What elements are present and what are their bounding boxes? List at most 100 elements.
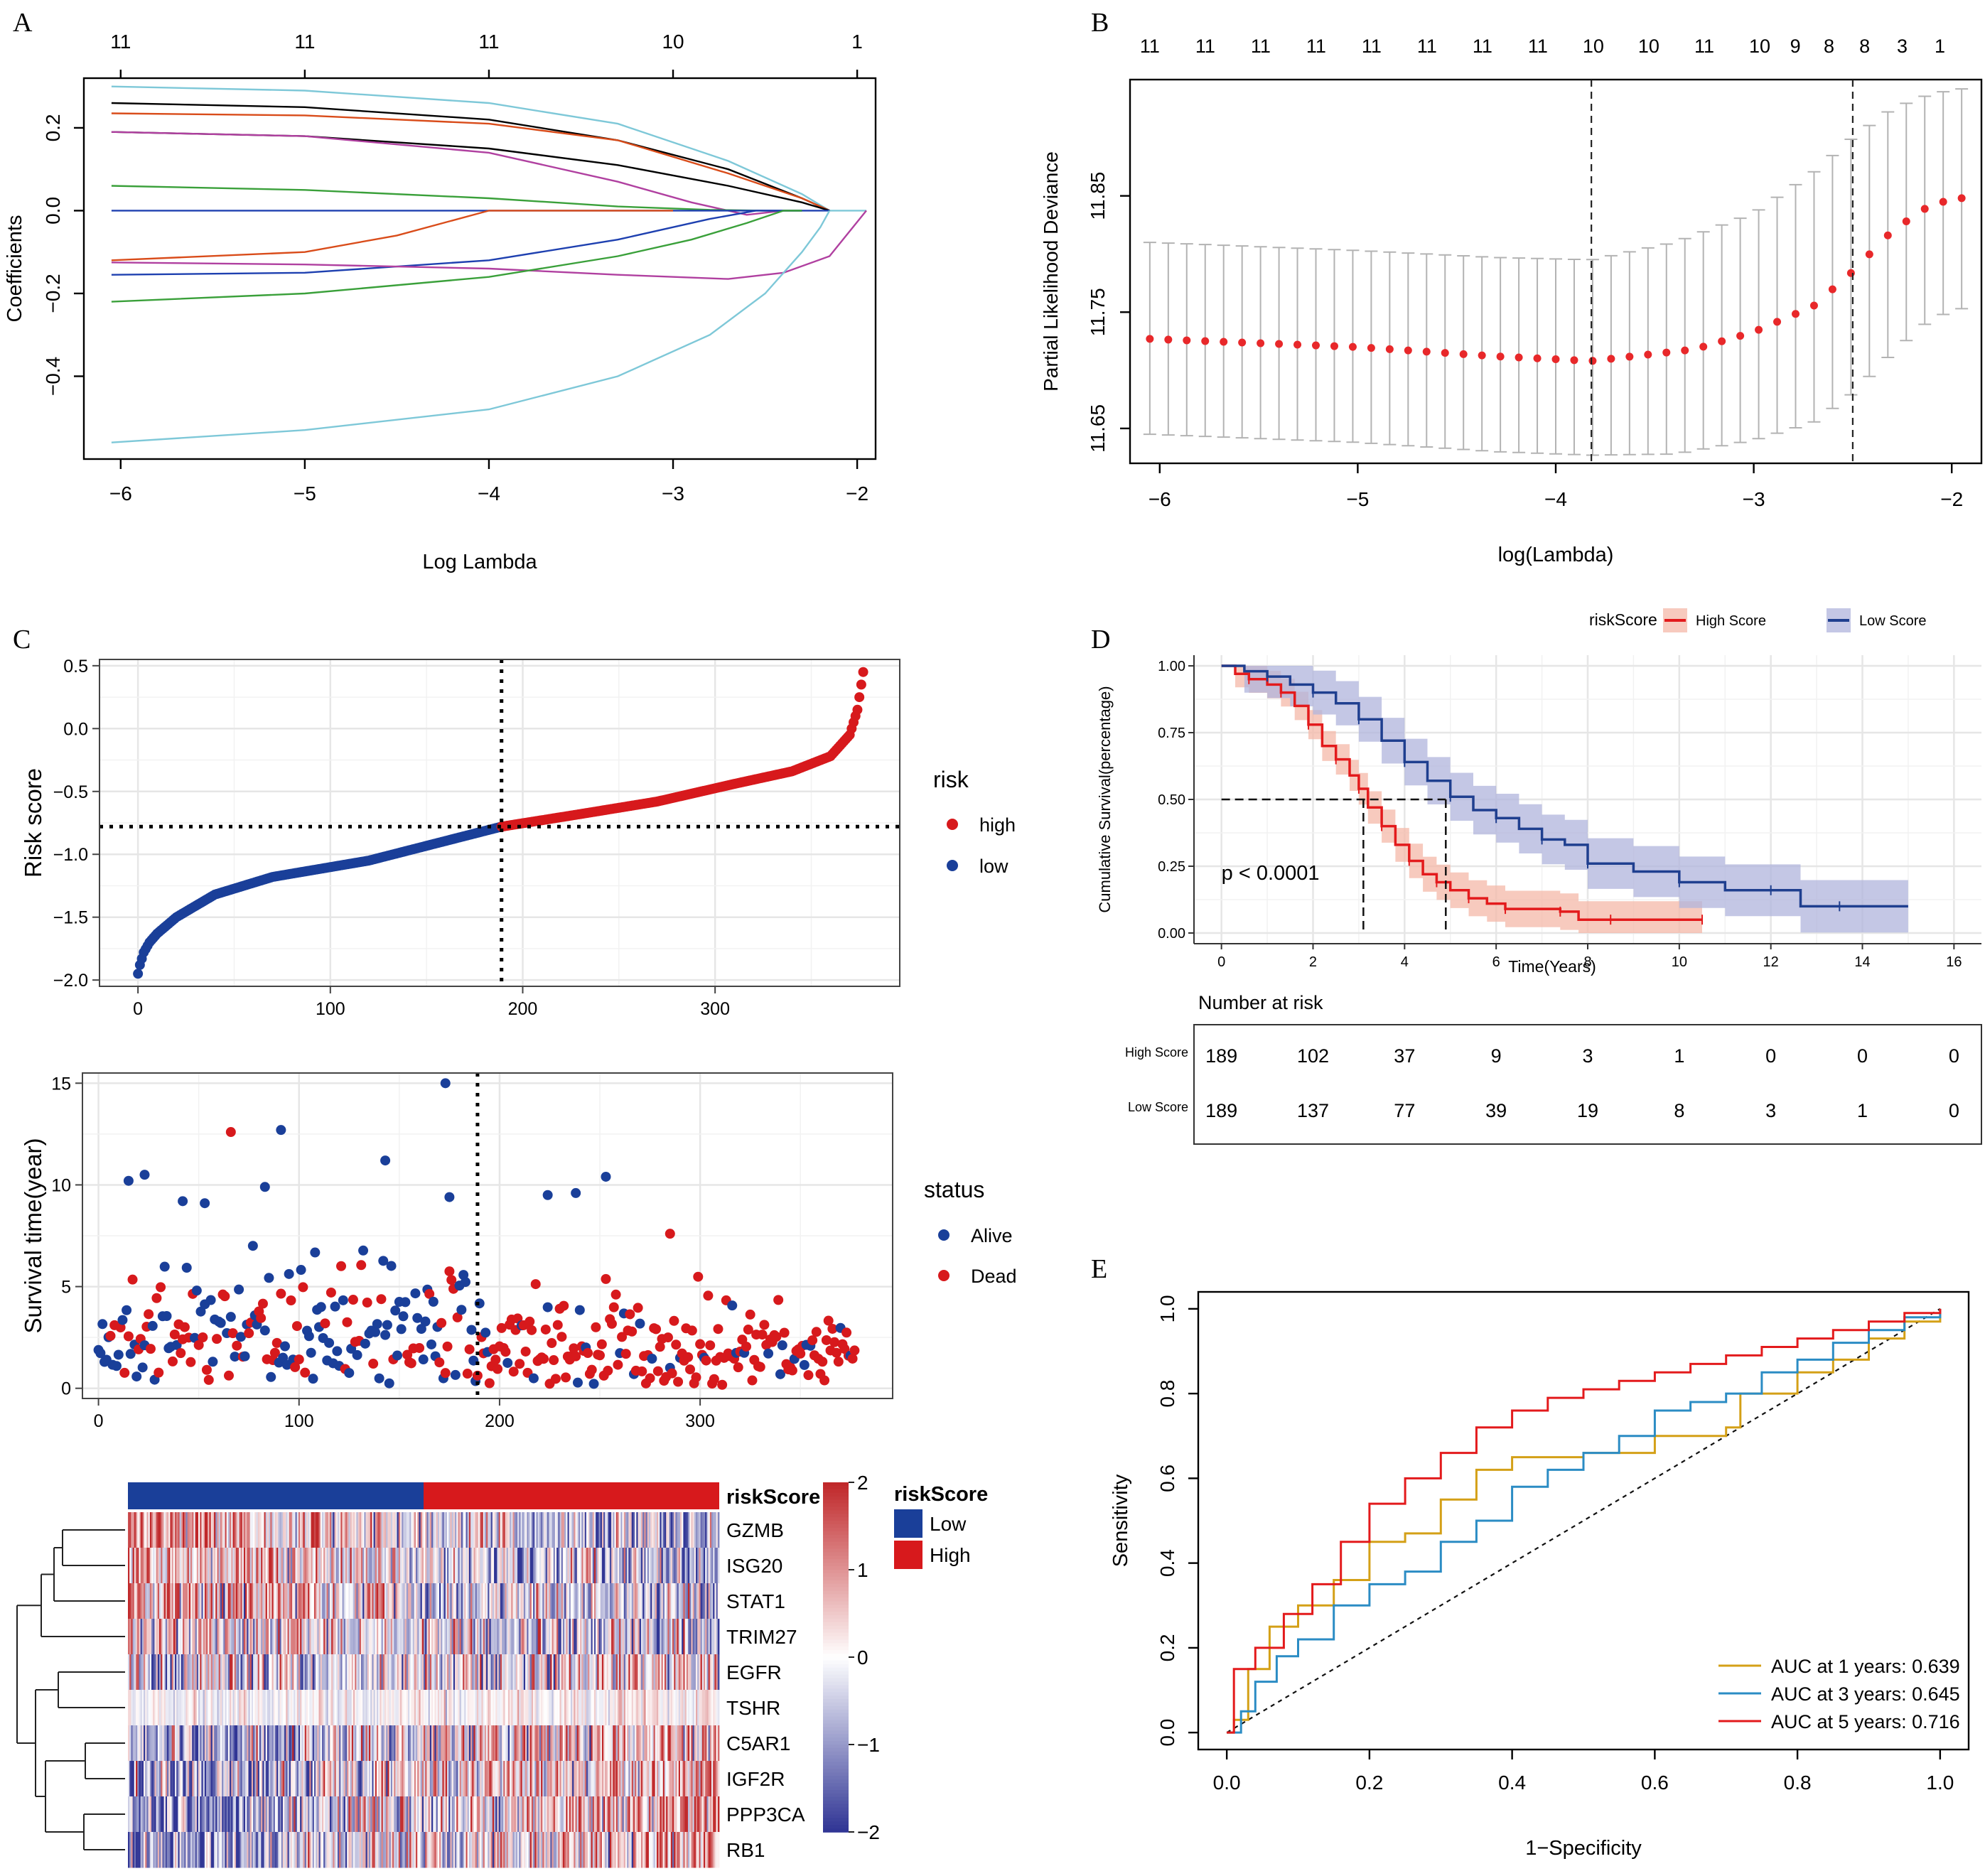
heatmap-cell xyxy=(589,1548,591,1584)
heatmap-cell xyxy=(464,1690,466,1726)
heatmap-cell xyxy=(129,1619,131,1655)
heatmap-cell xyxy=(483,1512,485,1548)
heatmap-cell xyxy=(355,1725,357,1762)
heatmap-cell xyxy=(507,1583,510,1619)
heatmap-cell xyxy=(154,1619,157,1655)
heatmap-cell xyxy=(312,1761,315,1797)
deviance-point xyxy=(1533,354,1542,362)
heatmap-cell xyxy=(709,1583,712,1619)
heatmap-cell xyxy=(531,1548,534,1584)
color-scale-segment xyxy=(823,1541,849,1546)
heatmap-cell xyxy=(170,1512,173,1548)
heatmap-cell xyxy=(287,1761,290,1797)
color-scale-segment xyxy=(823,1612,849,1616)
heatmap-cell xyxy=(489,1832,492,1868)
heatmap-cell xyxy=(455,1548,457,1584)
heatmap-cell xyxy=(287,1512,290,1548)
heatmap-cell xyxy=(481,1796,484,1833)
heatmap-cell xyxy=(436,1796,439,1833)
heatmap-cell xyxy=(510,1548,512,1584)
heatmap-cell xyxy=(235,1832,238,1868)
heatmap-cell xyxy=(227,1512,230,1548)
heatmap-cell xyxy=(218,1761,221,1797)
heatmap-cell xyxy=(684,1690,687,1726)
heatmap-cell xyxy=(231,1619,233,1655)
heatmap-cell xyxy=(178,1512,181,1548)
heatmap-cell xyxy=(569,1583,571,1619)
heatmap-cell xyxy=(376,1761,379,1797)
heatmap-cell xyxy=(689,1761,692,1797)
heatmap-cell xyxy=(419,1690,421,1726)
heatmap-cell xyxy=(614,1832,617,1868)
heatmap-cell xyxy=(281,1796,284,1833)
heatmap-cell xyxy=(699,1796,701,1833)
heatmap-cell xyxy=(234,1654,237,1691)
heatmap-cell xyxy=(196,1796,199,1833)
heatmap-cell xyxy=(533,1690,535,1726)
heatmap-cell xyxy=(466,1796,468,1833)
heatmap-cell xyxy=(507,1548,510,1584)
survival-point xyxy=(326,1287,336,1298)
heatmap-cell xyxy=(470,1512,473,1548)
heatmap-cell xyxy=(433,1796,435,1833)
heatmap-cell xyxy=(382,1832,385,1868)
heatmap-cell xyxy=(131,1761,133,1797)
heatmap-cell xyxy=(137,1761,139,1797)
heatmap-cell xyxy=(230,1761,232,1797)
heatmap-cell xyxy=(156,1654,158,1691)
heatmap-cell xyxy=(447,1583,449,1619)
heatmap-cell xyxy=(677,1796,679,1833)
heatmap-cell xyxy=(447,1832,449,1868)
heatmap-cell xyxy=(380,1512,382,1548)
heatmap-cell xyxy=(335,1548,338,1584)
survival-point xyxy=(154,1367,164,1378)
heatmap-cell xyxy=(157,1796,160,1833)
heatmap-cell xyxy=(270,1796,272,1833)
heatmap-cell xyxy=(323,1654,326,1691)
heatmap-cell xyxy=(381,1761,384,1797)
heatmap-cell xyxy=(212,1796,215,1833)
survival-point xyxy=(434,1357,445,1368)
heatmap-cell xyxy=(364,1512,366,1548)
color-scale-segment xyxy=(823,1528,849,1532)
heatmap-cell xyxy=(134,1761,136,1797)
heatmap-cell xyxy=(372,1548,374,1584)
heatmap-cell xyxy=(370,1796,372,1833)
heatmap-cell xyxy=(264,1512,267,1548)
heatmap-cell xyxy=(320,1796,323,1833)
heatmap-cell xyxy=(562,1654,565,1691)
heatmap-cell xyxy=(156,1832,158,1868)
heatmap-cell xyxy=(397,1619,399,1655)
heatmap-cell xyxy=(458,1583,461,1619)
heatmap-cell xyxy=(515,1690,518,1726)
deviance-point xyxy=(1828,285,1836,293)
heatmap-cell xyxy=(636,1548,638,1584)
heatmap-cell xyxy=(129,1512,131,1548)
heatmap-cell xyxy=(345,1761,348,1797)
top-tick-label: 11 xyxy=(1362,36,1382,57)
heatmap-cell xyxy=(343,1548,346,1584)
heatmap-cell xyxy=(131,1619,133,1655)
heatmap-cell xyxy=(561,1619,564,1655)
heatmap-cell xyxy=(214,1512,216,1548)
heatmap-cell xyxy=(290,1583,293,1619)
heatmap-cell xyxy=(503,1619,505,1655)
heatmap-cell xyxy=(648,1583,651,1619)
heatmap-cell xyxy=(522,1619,525,1655)
heatmap-cell xyxy=(392,1583,394,1619)
heatmap-cell xyxy=(714,1654,716,1691)
heatmap-cell xyxy=(235,1654,238,1691)
heatmap-cell xyxy=(350,1796,353,1833)
heatmap-cell xyxy=(311,1619,313,1655)
survival-point xyxy=(462,1369,473,1379)
heatmap-cell xyxy=(520,1690,523,1726)
heatmap-cell xyxy=(273,1583,276,1619)
heatmap-cell xyxy=(225,1512,227,1548)
heatmap-cell xyxy=(406,1761,409,1797)
heatmap-cell xyxy=(605,1796,607,1833)
heatmap-cell xyxy=(455,1690,457,1726)
heatmap-cell xyxy=(262,1583,264,1619)
heatmap-cell xyxy=(448,1512,451,1548)
heatmap-cell xyxy=(463,1725,465,1762)
heatmap-cell xyxy=(175,1619,177,1655)
